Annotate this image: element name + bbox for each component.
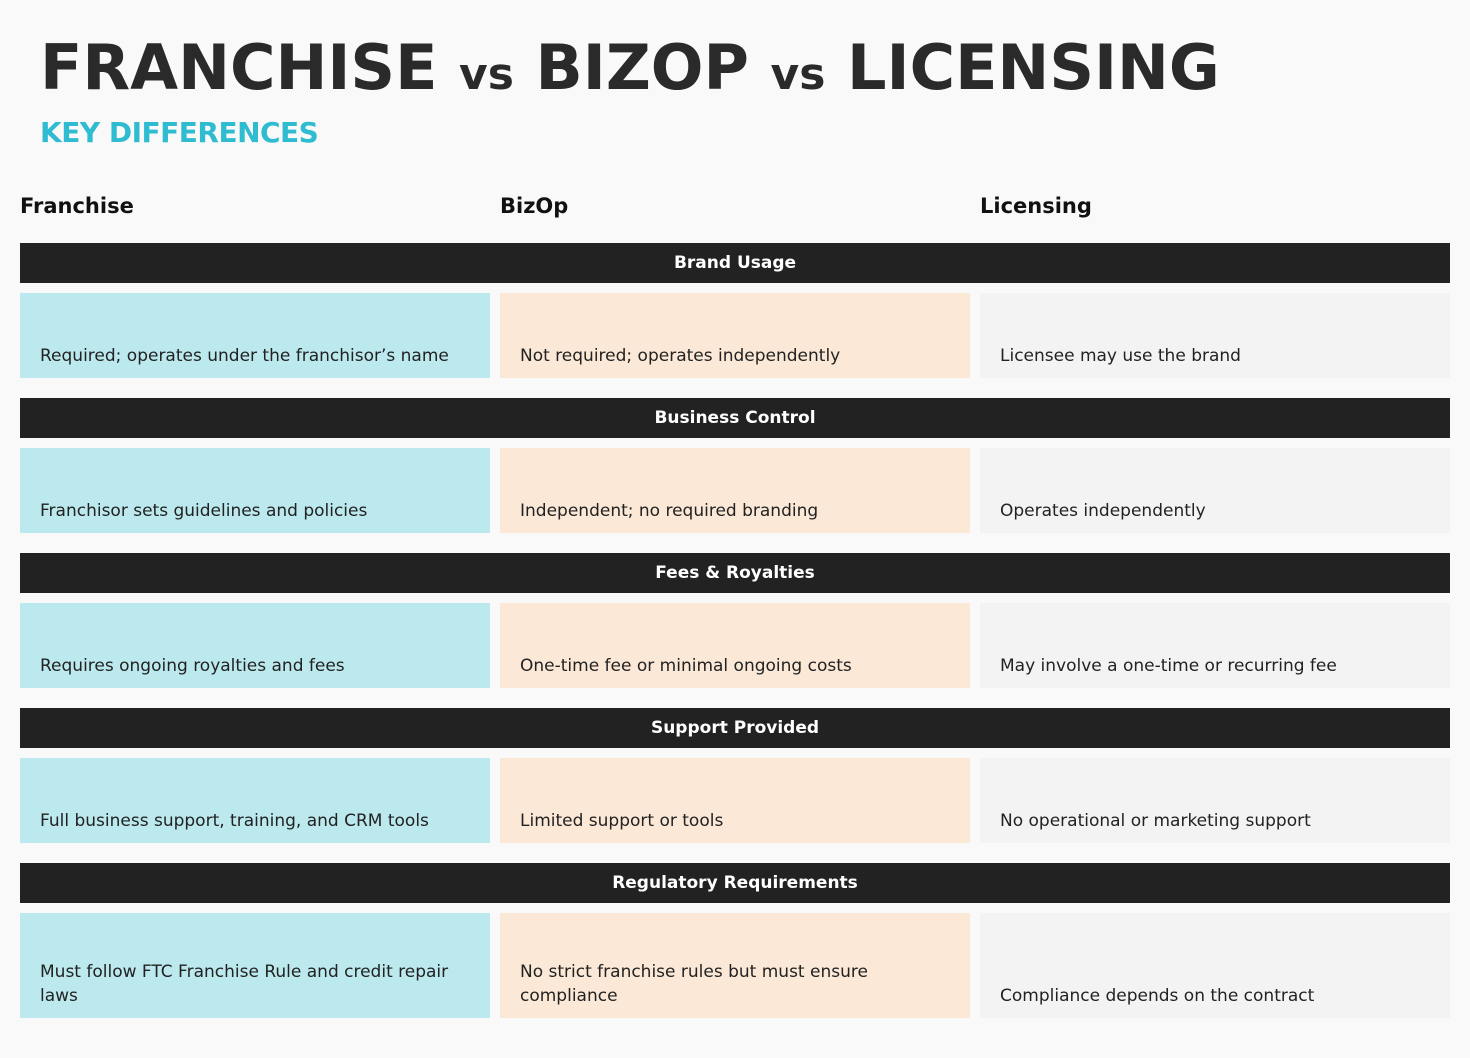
cell-licensing: Operates independently: [980, 448, 1450, 533]
page-subtitle: KEY DIFFERENCES: [40, 116, 319, 149]
title-vs: vs: [459, 49, 514, 100]
title-vs: vs: [770, 49, 826, 100]
title-franchise: FRANCHISE: [40, 31, 438, 104]
column-header-licensing: Licensing: [980, 194, 1092, 218]
cell-licensing: May involve a one-time or recurring fee: [980, 603, 1450, 688]
title-bizop: BIZOP: [535, 31, 749, 104]
cell-franchise: Franchisor sets guidelines and policies: [20, 448, 490, 533]
section-header: Fees & Royalties: [20, 553, 1450, 593]
cell-licensing: No operational or marketing support: [980, 758, 1450, 843]
cell-bizop: Independent; no required branding: [500, 448, 970, 533]
section-header: Brand Usage: [20, 243, 1450, 283]
cell-franchise: Must follow FTC Franchise Rule and credi…: [20, 913, 490, 1018]
cell-bizop: No strict franchise rules but must ensur…: [500, 913, 970, 1018]
cell-bizop: One-time fee or minimal ongoing costs: [500, 603, 970, 688]
page-title: FRANCHISE vs BIZOP vs LICENSING: [40, 30, 1220, 113]
cell-licensing: Licensee may use the brand: [980, 293, 1450, 378]
column-header-franchise: Franchise: [20, 194, 134, 218]
section-header: Regulatory Requirements: [20, 863, 1450, 903]
title-licensing: LICENSING: [847, 31, 1220, 104]
cell-franchise: Full business support, training, and CRM…: [20, 758, 490, 843]
cell-bizop: Limited support or tools: [500, 758, 970, 843]
cell-franchise: Required; operates under the franchisor’…: [20, 293, 490, 378]
cell-bizop: Not required; operates independently: [500, 293, 970, 378]
cell-licensing: Compliance depends on the contract: [980, 913, 1450, 1018]
section-header: Business Control: [20, 398, 1450, 438]
column-header-bizop: BizOp: [500, 194, 569, 218]
cell-franchise: Requires ongoing royalties and fees: [20, 603, 490, 688]
section-header: Support Provided: [20, 708, 1450, 748]
